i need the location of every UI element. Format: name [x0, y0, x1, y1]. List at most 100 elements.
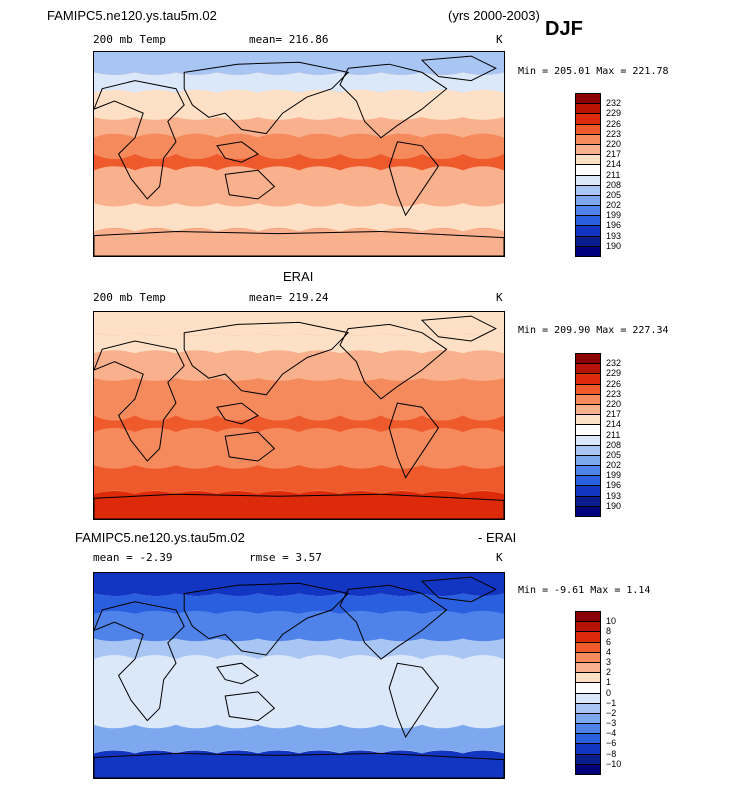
coastline-5 — [388, 402, 440, 479]
contour-band-high-north — [94, 593, 504, 614]
years-label: (yrs 2000-2003) — [448, 8, 540, 23]
panel3-minmax-label: Min = -9.61 Max = 1.14 — [518, 585, 651, 596]
contour-band-antarctic — [94, 750, 504, 778]
colorbar-level-label: 6 — [606, 636, 612, 647]
contour-band-southern-high — [94, 465, 504, 495]
coastline-6 — [420, 576, 497, 603]
colorbar-level-label: 211 — [606, 429, 621, 440]
colorbar-level-label: 205 — [606, 449, 622, 460]
panel1-minmax-label: Min = 205.01 Max = 221.78 — [518, 66, 669, 77]
coastline-3 — [224, 169, 276, 200]
contour-band-southern-mid — [94, 687, 504, 729]
colorbar-level-label: 190 — [606, 240, 622, 251]
contour-band-mid-north — [94, 350, 504, 382]
panel3-title-left: FAMIPC5.ne120.ys.tau5m.02 — [75, 530, 245, 545]
panel1-colorbar: 232 229 226 223 220 217 214 211 208 205 202 199 196 1… — [575, 93, 645, 257]
colorbar-level-label: 211 — [606, 169, 621, 180]
colorbar-swatch — [575, 763, 601, 775]
contour-band-southern-high — [94, 202, 504, 232]
colorbar-level-label: 199 — [606, 470, 622, 481]
colorbar-level-label: 217 — [606, 149, 622, 160]
panel3-colorbar: 10 8 6 4 3 2 1 0 −1 −2 −3 −4 −6 −8 −10 — [575, 611, 645, 775]
coastline-0 — [94, 80, 185, 200]
panel1-mean-label: mean= 216.86 — [249, 33, 329, 46]
colorbar-level-label: 214 — [606, 159, 622, 170]
colorbar-level-label: 214 — [606, 419, 622, 430]
contour-band-southern-mid — [94, 166, 504, 208]
colorbar-level-label: −6 — [606, 738, 617, 749]
panel2-title: ERAI — [283, 269, 314, 284]
panel1-contour-field — [94, 52, 504, 256]
colorbar-swatch — [575, 245, 601, 257]
colorbar-level-label: −4 — [606, 728, 617, 739]
colorbar-level-label: 217 — [606, 409, 622, 420]
coastline-4 — [339, 584, 448, 660]
colorbar-level-label: −1 — [606, 697, 617, 708]
colorbar-swatch — [575, 505, 601, 517]
colorbar-level-label: 193 — [606, 230, 622, 241]
colorbar-level-label: 232 — [606, 358, 622, 369]
contour-band-arctic — [94, 573, 504, 597]
contour-band-southern-high — [94, 724, 504, 754]
coastline-2 — [216, 141, 259, 163]
colorbar-level-label: 229 — [606, 368, 622, 379]
panel2-map — [93, 311, 505, 520]
colorbar-level-label: 208 — [606, 439, 622, 450]
colorbar-level-label: 4 — [606, 646, 612, 657]
contour-band-antarctic — [94, 228, 504, 256]
colorbar-level-label: 202 — [606, 200, 622, 211]
panel2-minmax-label: Min = 209.90 Max = 227.34 — [518, 325, 669, 336]
colorbar-level-label: −2 — [606, 707, 617, 718]
panel1-units-label: K — [496, 33, 503, 46]
panel3-rmse-label: rmse = 3.57 — [249, 551, 322, 564]
panel2-colorbar: 232 229 226 223 220 217 214 211 208 205 202 199 196 1… — [575, 353, 645, 517]
contour-band-arctic — [94, 312, 504, 336]
colorbar-level-label: 232 — [606, 98, 622, 109]
coastline-1 — [183, 582, 350, 656]
colorbar-level-label: 196 — [606, 220, 622, 231]
coastline-3 — [224, 431, 276, 462]
colorbar-level-label: 220 — [606, 138, 622, 149]
colorbar-level-label: 226 — [606, 118, 622, 129]
colorbar-level-label: 205 — [606, 189, 622, 200]
contour-band-southern-mid — [94, 427, 504, 470]
panel1-variable-label: 200 mb Temp — [93, 33, 166, 46]
colorbar-level-label: 10 — [606, 616, 617, 627]
contour-band-antarctic — [94, 491, 504, 519]
colorbar-level-label: 1 — [606, 677, 612, 688]
contour-band-high-north — [94, 332, 504, 354]
coastline-6 — [420, 315, 497, 342]
colorbar-level-label: 0 — [606, 687, 612, 698]
panel3-units-label: K — [496, 551, 503, 564]
coastline-0 — [94, 340, 185, 462]
coastline-1 — [183, 321, 350, 396]
colorbar-level-label: −10 — [606, 758, 622, 769]
colorbar-level-label: 202 — [606, 460, 622, 471]
coastline-7 — [94, 493, 504, 519]
panel3-contour-field — [94, 573, 504, 778]
coastline-5 — [388, 662, 440, 739]
colorbar-level-label: 226 — [606, 378, 622, 389]
contour-band-mid-north — [94, 610, 504, 642]
panel1-map — [93, 51, 505, 257]
panel2-variable-label: 200 mb Temp — [93, 291, 166, 304]
contour-band-arctic — [94, 52, 504, 75]
panel2-units-label: K — [496, 291, 503, 304]
panel3-map — [93, 572, 505, 779]
coastline-2 — [216, 402, 259, 425]
case-name-title: FAMIPC5.ne120.ys.tau5m.02 — [47, 8, 217, 23]
panel2-mean-label: mean= 219.24 — [249, 291, 329, 304]
coastline-7 — [94, 230, 504, 256]
season-label: DJF — [545, 18, 583, 40]
coastline-4 — [339, 323, 448, 400]
panel3-mean-label: mean = -2.39 — [93, 551, 173, 564]
colorbar-level-label: 208 — [606, 179, 622, 190]
colorbar-level-label: 223 — [606, 128, 622, 139]
colorbar-level-label: 193 — [606, 490, 622, 501]
coastline-5 — [388, 141, 440, 217]
colorbar-level-label: 190 — [606, 500, 622, 511]
coastline-7 — [94, 752, 504, 778]
colorbar-level-label: 196 — [606, 480, 622, 491]
panel2-contour-field — [94, 312, 504, 519]
colorbar-level-label: −8 — [606, 748, 617, 759]
